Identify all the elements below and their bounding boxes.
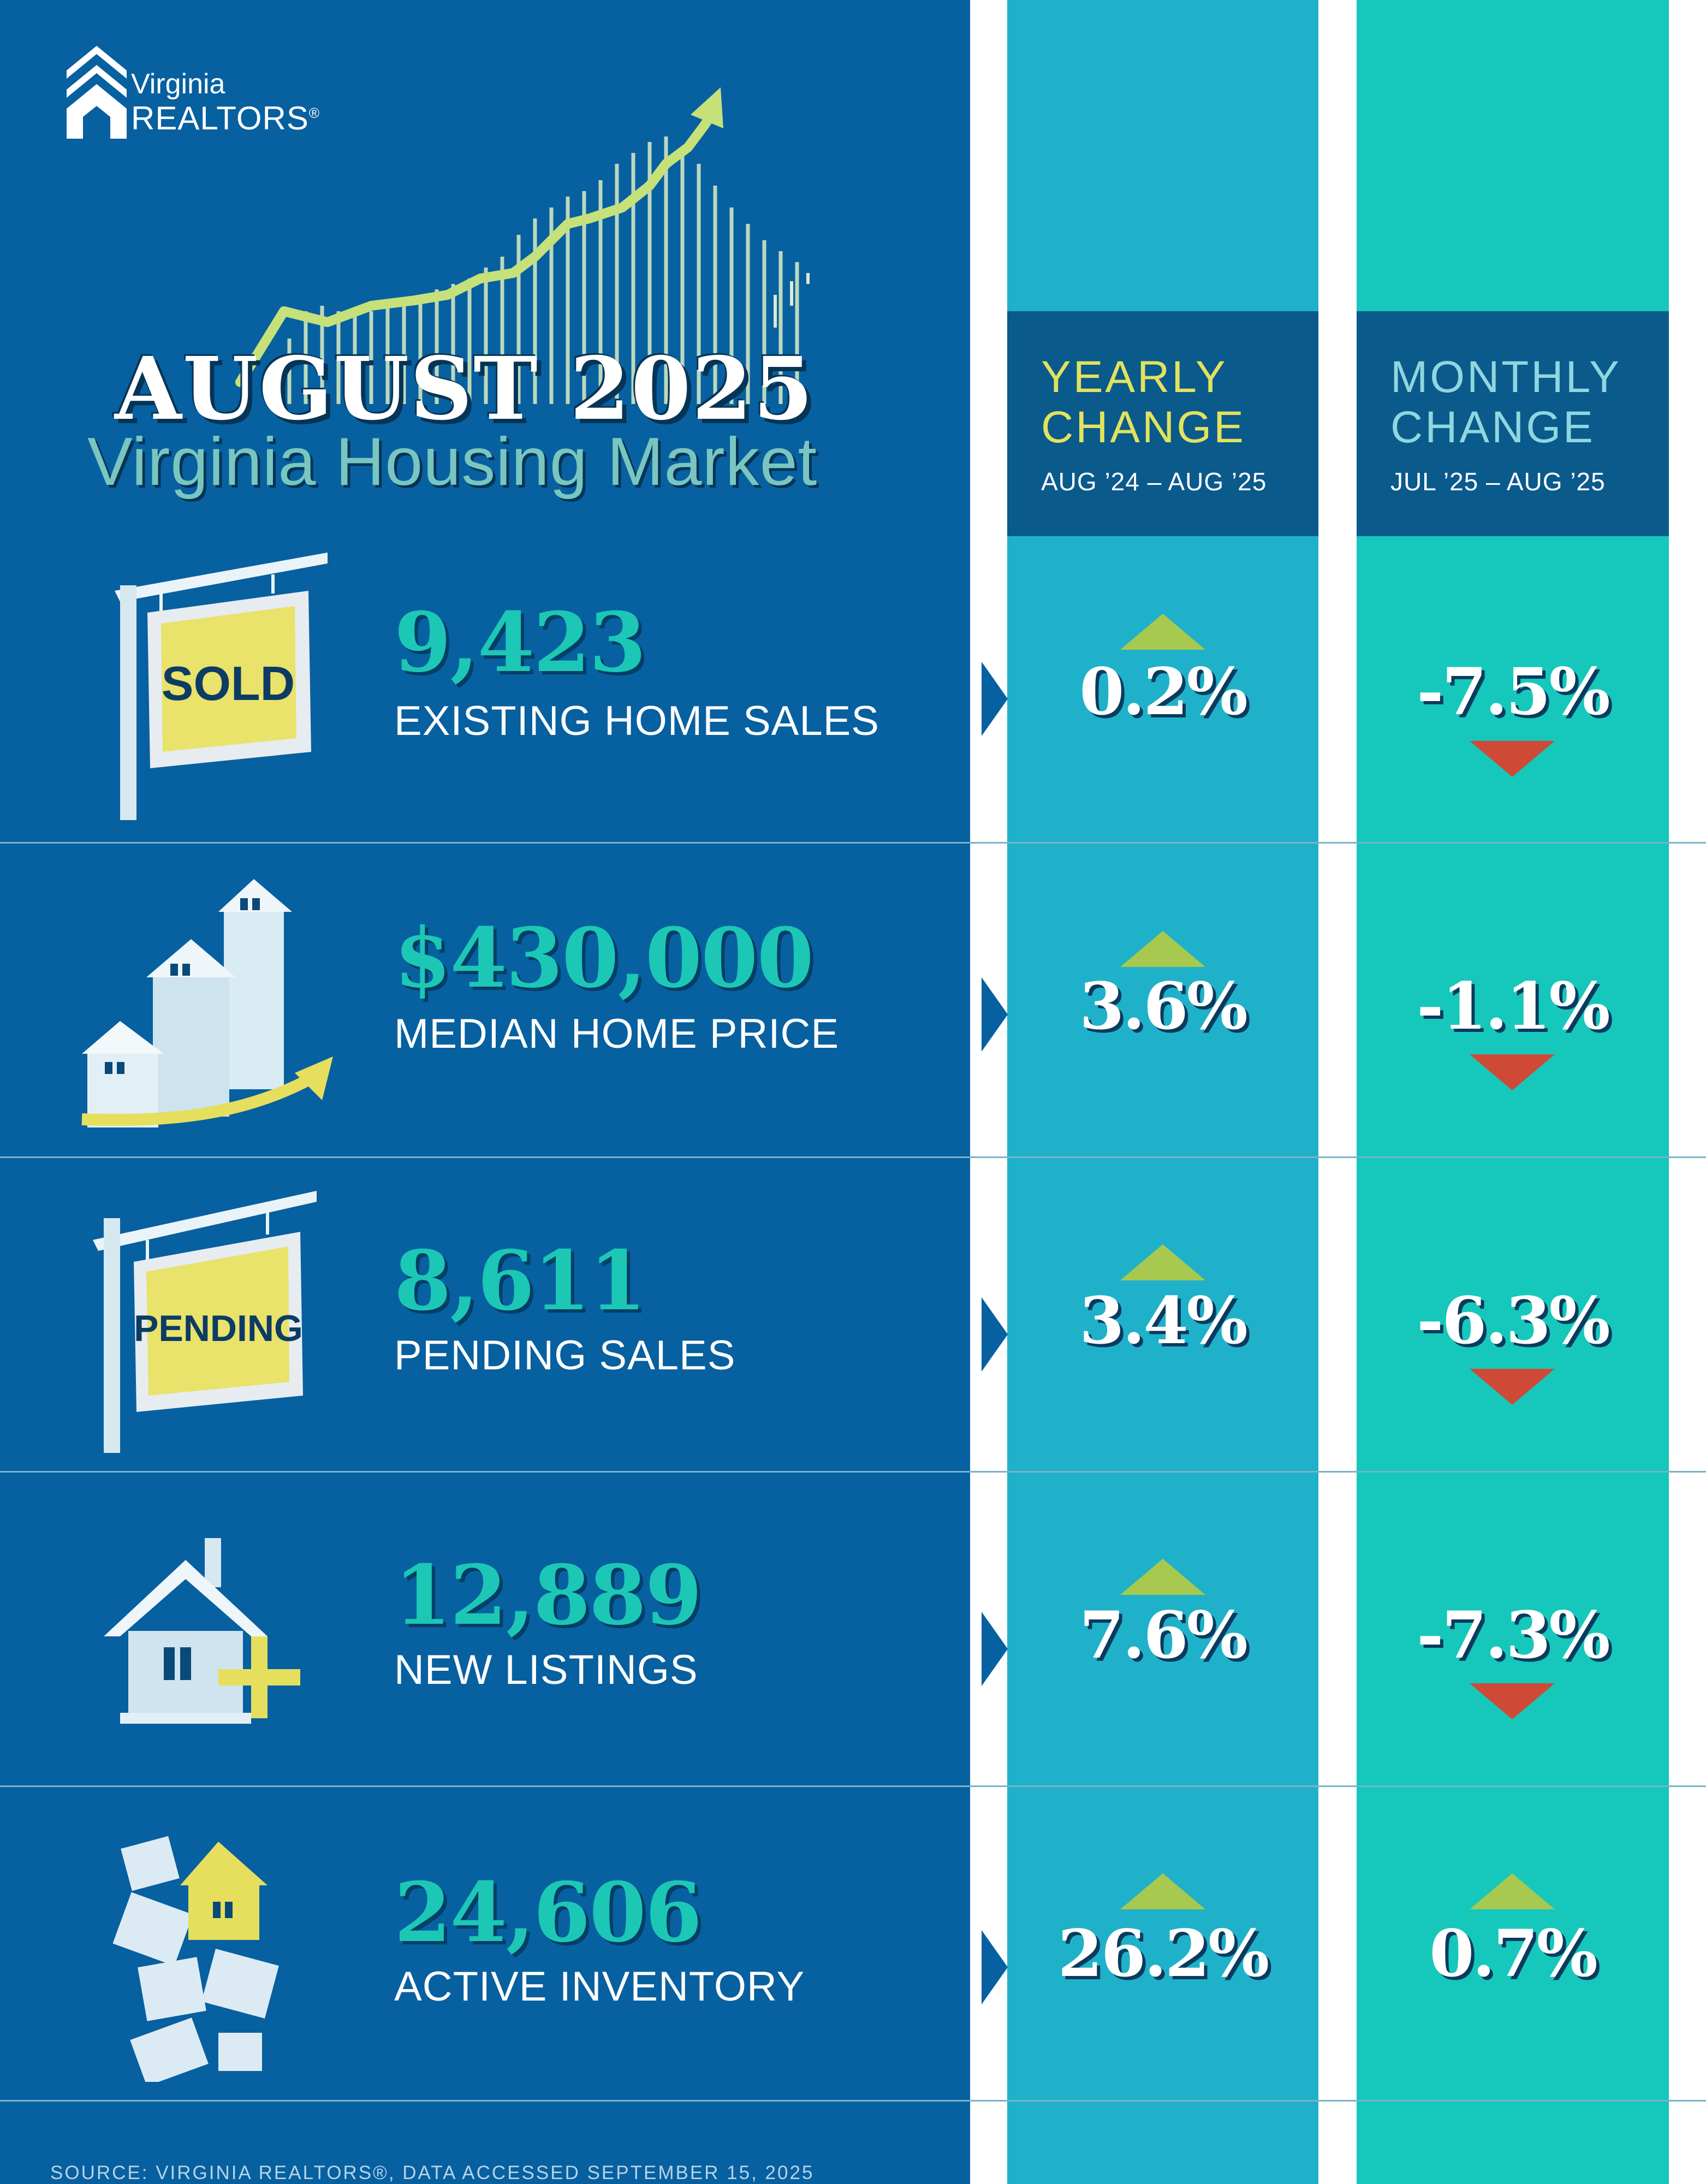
yearly-up-arrow-icon [1120,1244,1205,1280]
yearly-change: 26.2% [1057,1915,1270,1991]
monthly-down-arrow-icon [1470,1683,1555,1719]
monthly-down-arrow-icon [1470,1054,1555,1090]
yearly-header-line2: CHANGE [1041,402,1246,452]
metric-row-pending-sales: PENDING 8,611 PENDING SALES 3.4% -6.3% [0,1158,1706,1471]
metric-label: PENDING SALES [394,1332,736,1379]
monthly-header-line1: MONTHLY [1390,352,1621,402]
row-divider [0,842,1706,844]
yearly-header-line1: YEARLY [1041,352,1228,402]
monthly-down-arrow-icon [1470,1369,1555,1405]
monthly-up-arrow-icon [1470,1873,1555,1909]
metric-row-existing-sales: SOLD 9,423 EXISTING HOME SALES 0.2% -7.5… [0,536,1706,842]
pending-sign-text: PENDING [134,1308,303,1349]
logo-line1: Virginia [131,68,225,100]
metric-value: 8,611 [394,1233,646,1329]
page-title: AUGUST 2025 [115,339,815,440]
yearly-up-arrow-icon [1120,1873,1205,1909]
row-pointer [982,977,1008,1052]
pending-sign-icon: PENDING [93,1191,317,1453]
yearly-change: 7.6% [1079,1597,1247,1673]
yearly-up-arrow-icon [1120,931,1205,967]
monthly-header: MONTHLY CHANGE JUL ’25 – AUG ’25 [1357,311,1669,536]
row-divider [0,1785,1706,1787]
yearly-up-arrow-icon [1120,614,1205,650]
yearly-up-arrow-icon [1120,1559,1205,1595]
metric-value: 24,606 [394,1865,702,1961]
metric-value: 9,423 [394,595,646,691]
logo-mark-icon [67,46,127,139]
row-pointer [982,1612,1008,1686]
metric-label: ACTIVE INVENTORY [394,1963,805,2010]
yearly-header: YEARLY CHANGE AUG ’24 – AUG ’25 [1007,311,1318,536]
row-pointer [982,1930,1008,2004]
monthly-change: -7.5% [1417,654,1610,729]
monthly-change: 0.7% [1429,1915,1597,1991]
metric-row-median-price: $430,000 MEDIAN HOME PRICE 3.6% -1.1% [0,844,1706,1156]
house-plus-icon [104,1538,300,1724]
monthly-change: -1.1% [1417,968,1610,1044]
house-pile-icon [112,1836,279,2082]
row-divider [0,2100,1706,2102]
metric-label: NEW LISTINGS [394,1647,698,1693]
page-subtitle: Virginia Housing Market [87,424,818,500]
monthly-header-line2: CHANGE [1390,402,1595,452]
logo-line2: REALTORS [131,100,309,136]
source-note: SOURCE: VIRGINIA REALTORS®, DATA ACCESSE… [50,2162,815,2183]
metric-value: 12,889 [394,1547,702,1643]
row-divider [0,1156,1706,1158]
sold-sign-icon: SOLD [115,553,328,820]
metric-label: EXISTING HOME SALES [394,698,879,744]
monthly-down-arrow-icon [1470,741,1555,777]
sold-sign-text: SOLD [162,656,295,710]
row-divider [0,1471,1706,1473]
yearly-change: 3.6% [1079,968,1247,1044]
yearly-change: 3.4% [1079,1283,1247,1358]
yearly-range: AUG ’24 – AUG ’25 [1041,467,1267,496]
metric-value: $430,000 [394,910,814,1006]
metric-label: MEDIAN HOME PRICE [394,1011,840,1057]
metric-row-active-inventory: 24,606 ACTIVE INVENTORY 26.2% 0.7% [0,1787,1706,2100]
monthly-change: -7.3% [1417,1597,1610,1673]
monthly-range: JUL ’25 – AUG ’25 [1390,467,1606,496]
rising-houses-icon [81,879,333,1127]
row-pointer [982,1297,1008,1372]
logo: Virginia REALTORS® [67,46,320,144]
yearly-change: 0.2% [1079,654,1247,729]
row-pointer [982,662,1008,736]
logo-registered-mark: ® [308,105,320,121]
metric-row-new-listings: 12,889 NEW LISTINGS 7.6% -7.3% [0,1473,1706,1785]
monthly-change: -6.3% [1417,1283,1610,1358]
rising-market-graphic [235,87,810,404]
